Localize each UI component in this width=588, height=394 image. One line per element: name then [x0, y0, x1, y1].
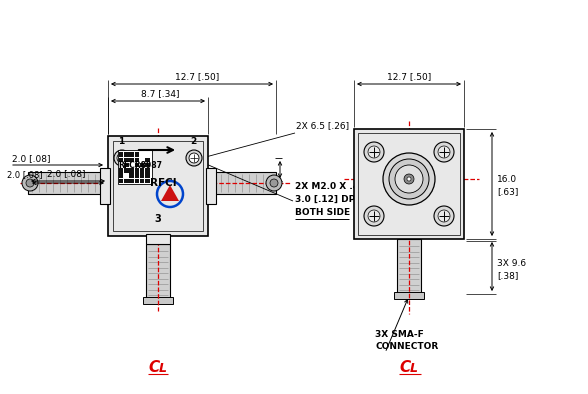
Bar — [129, 168, 134, 173]
Text: 8.7 [.34]: 8.7 [.34] — [141, 89, 179, 98]
Bar — [140, 168, 145, 173]
Circle shape — [368, 146, 380, 158]
Bar — [135, 163, 139, 167]
Text: 3: 3 — [154, 214, 161, 224]
Bar — [28, 172, 108, 194]
Polygon shape — [161, 185, 179, 201]
Bar — [119, 173, 123, 178]
Text: [.63]: [.63] — [497, 188, 519, 197]
Text: BOTH SIDE: BOTH SIDE — [295, 208, 350, 217]
Bar — [135, 173, 139, 178]
Bar — [145, 168, 149, 173]
Bar — [135, 168, 139, 173]
Bar — [397, 239, 421, 294]
Bar — [135, 158, 139, 162]
Circle shape — [438, 146, 450, 158]
Bar — [140, 178, 145, 183]
Text: L: L — [159, 362, 167, 375]
Bar — [119, 152, 123, 157]
Circle shape — [407, 177, 411, 181]
Bar — [196, 172, 276, 194]
Text: RFCI: RFCI — [150, 178, 176, 188]
Bar — [206, 168, 216, 204]
Text: C: C — [148, 360, 159, 375]
Bar — [145, 173, 149, 178]
Text: 2X M2.0 X .40: 2X M2.0 X .40 — [295, 182, 365, 191]
Text: 2.0 [.08]: 2.0 [.08] — [47, 169, 85, 178]
Circle shape — [389, 159, 429, 199]
Circle shape — [383, 153, 435, 205]
Bar — [129, 158, 134, 162]
Bar — [124, 178, 129, 183]
Text: 16.0: 16.0 — [497, 175, 517, 184]
Text: 2.0 [.08]: 2.0 [.08] — [12, 154, 51, 163]
Bar — [129, 152, 134, 157]
Bar — [124, 152, 129, 157]
Text: 2: 2 — [190, 137, 196, 146]
Circle shape — [438, 210, 450, 222]
Circle shape — [26, 179, 34, 187]
Text: L: L — [410, 362, 418, 375]
Text: [.38]: [.38] — [497, 271, 519, 280]
Bar — [100, 168, 110, 204]
Text: C: C — [399, 360, 410, 375]
Bar — [145, 158, 149, 162]
Bar — [118, 150, 152, 184]
Circle shape — [266, 175, 282, 191]
Circle shape — [434, 142, 454, 162]
Bar — [129, 173, 134, 178]
Circle shape — [395, 165, 423, 193]
Circle shape — [114, 150, 130, 166]
Text: 12.7 [.50]: 12.7 [.50] — [387, 72, 431, 81]
Text: 1: 1 — [118, 137, 124, 146]
Circle shape — [368, 210, 380, 222]
Circle shape — [364, 206, 384, 226]
Bar — [124, 163, 129, 167]
Circle shape — [270, 179, 278, 187]
Bar — [113, 141, 203, 231]
Bar — [119, 168, 123, 173]
Bar — [129, 178, 134, 183]
Bar — [354, 129, 464, 239]
Bar — [119, 158, 123, 162]
Circle shape — [364, 142, 384, 162]
Bar — [119, 178, 123, 183]
Circle shape — [22, 175, 38, 191]
Bar — [108, 136, 208, 236]
Circle shape — [404, 174, 414, 184]
Bar — [145, 163, 149, 167]
Bar — [146, 244, 170, 299]
Text: 3X 9.6: 3X 9.6 — [497, 259, 526, 268]
Bar — [135, 178, 139, 183]
Text: 12.7 [.50]: 12.7 [.50] — [175, 72, 219, 81]
Bar — [135, 152, 139, 157]
Circle shape — [117, 153, 127, 163]
Bar — [146, 234, 170, 244]
Circle shape — [186, 150, 202, 166]
Circle shape — [189, 153, 199, 163]
Bar — [394, 292, 424, 299]
Text: RFCR8987: RFCR8987 — [118, 161, 162, 170]
Text: CONNECTOR: CONNECTOR — [375, 342, 438, 351]
Text: 2.0 [.08]: 2.0 [.08] — [7, 170, 42, 179]
Bar — [124, 158, 129, 162]
Bar — [143, 297, 173, 304]
Bar — [358, 133, 460, 235]
Circle shape — [434, 206, 454, 226]
Bar — [145, 178, 149, 183]
Text: 2X 6.5 [.26]: 2X 6.5 [.26] — [296, 121, 349, 130]
Text: 3X SMA-F: 3X SMA-F — [375, 330, 424, 339]
Bar — [124, 168, 129, 173]
Text: 3.0 [.12] DP.: 3.0 [.12] DP. — [295, 195, 357, 204]
Bar — [140, 173, 145, 178]
Bar — [140, 163, 145, 167]
